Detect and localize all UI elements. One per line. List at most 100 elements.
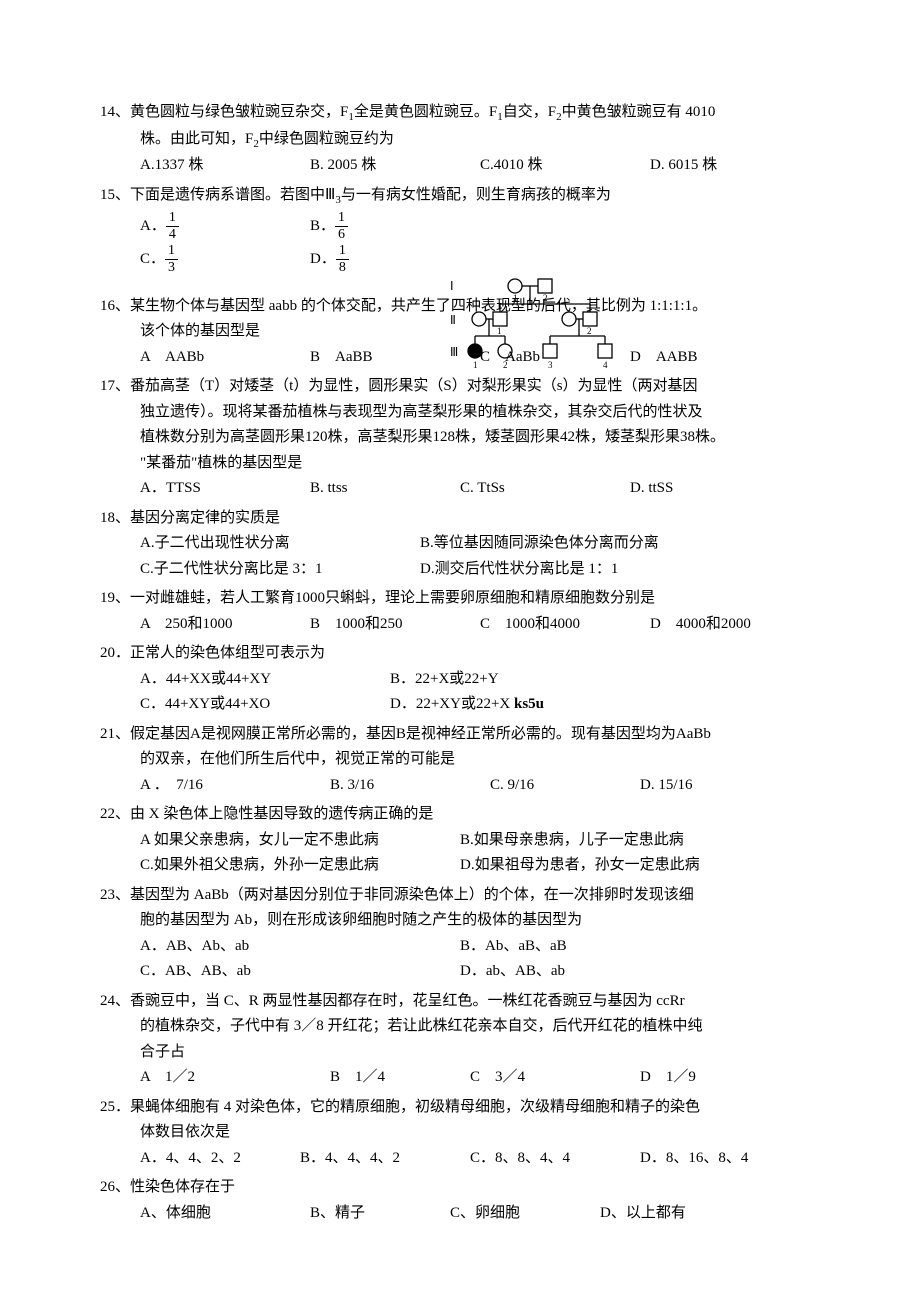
q20-options: A．44+XX或44+XY B．22+X或22+Y C．44+XY或44+XO … <box>100 667 840 718</box>
pedigree-svg: 12 12 12 34 Ⅰ Ⅱ Ⅲ <box>450 274 650 374</box>
q22-optA: A 如果父亲患病，女儿一定不患此病 <box>140 828 460 854</box>
svg-text:1: 1 <box>513 293 518 303</box>
q23-optD: D．ab、AB、ab <box>460 959 565 985</box>
q14-line2: 株。由此可知，F2中绿色圆粒豌豆约为 <box>100 127 840 154</box>
q26-text: 性染色体存在于 <box>130 1179 235 1195</box>
q16-num: 16、 <box>100 298 130 314</box>
q18-options: A.子二代出现性状分离 B.等位基因随同源染色体分离而分离 C.子二代性状分离比… <box>100 531 840 582</box>
q25-optD: D．8、16、8、4 <box>640 1146 748 1172</box>
q21-optA: A ． 7/16 <box>140 773 330 799</box>
q17-line4: "某番茄"植株的基因型是 <box>100 451 840 477</box>
q18-optA: A.子二代出现性状分离 <box>140 531 420 557</box>
q21-optB: B. 3/16 <box>330 773 490 799</box>
q24-options: A 1／2 B 1／4 C 3／4 D 1／9 <box>100 1065 840 1091</box>
question-26: 26、性染色体存在于 A、体细胞 B、精子 C、卵细胞 D、以上都有 <box>100 1175 840 1226</box>
q21-num: 21、 <box>100 726 130 742</box>
question-21: 21、假定基因A是视网膜正常所必需的，基因B是视神经正常所必需的。现有基因型均为… <box>100 722 840 799</box>
q18-optB: B.等位基因随同源染色体分离而分离 <box>420 531 659 557</box>
svg-text:4: 4 <box>603 360 608 370</box>
q20-optC: C．44+XY或44+XO <box>140 692 390 718</box>
q17-optB: B. ttss <box>310 476 460 502</box>
q23-optC: C．AB、AB、ab <box>140 959 460 985</box>
q19-text: 一对雌雄蛙，若人工繁育1000只蝌蚪，理论上需要卵原细胞和精原细胞数分别是 <box>130 590 655 606</box>
q22-options: A 如果父亲患病，女儿一定不患此病 B.如果母亲患病，儿子一定患此病 C.如果外… <box>100 828 840 879</box>
q17-line3: 植株数分别为高茎圆形果120株，高茎梨形果128株，矮茎圆形果42株，矮茎梨形果… <box>100 425 840 451</box>
q15-optD: D．18 <box>310 243 480 276</box>
q15-optA: A．14 <box>140 210 310 243</box>
q24-optA: A 1／2 <box>140 1065 330 1091</box>
q25-optC: C．8、8、4、4 <box>470 1146 640 1172</box>
q25-optA: A．4、4、2、2 <box>140 1146 300 1172</box>
q21-line2: 的双亲，在他们所生后代中，视觉正常的可能是 <box>100 747 840 773</box>
q22-optD: D.如果祖母为患者，孙女一定患此病 <box>460 853 700 879</box>
q19-optA: A 250和1000 <box>140 612 310 638</box>
q14-optD: D. 6015 株 <box>650 153 717 179</box>
q21-optC: C. 9/16 <box>490 773 640 799</box>
q19-optC: C 1000和4000 <box>480 612 650 638</box>
q16-optA: A AABb <box>140 345 310 371</box>
q23-optB: B．Ab、aB、aB <box>460 934 567 960</box>
q26-optD: D、以上都有 <box>600 1201 686 1227</box>
svg-text:2: 2 <box>587 326 592 336</box>
q17-options: A．TTSS B. ttss C. TtSs D. ttSS <box>100 476 840 502</box>
q18-text: 基因分离定律的实质是 <box>130 510 280 526</box>
question-15: 15、下面是遗传病系谱图。若图中Ⅲ3与一有病女性婚配，则生育病孩的概率为 A．1… <box>100 183 840 276</box>
q23-optA: A．AB、Ab、ab <box>140 934 460 960</box>
q25-line2: 体数目依次是 <box>100 1120 840 1146</box>
q17-line2: 独立遗传）。现将某番茄植株与表现型为高茎梨形果的植株杂交，其杂交后代的性状及 <box>100 400 840 426</box>
q14-optB: B. 2005 株 <box>310 153 480 179</box>
q17-optA: A．TTSS <box>140 476 310 502</box>
q24-optD: D 1／9 <box>640 1065 696 1091</box>
q23-options: A．AB、Ab、ab B．Ab、aB、aB C．AB、AB、ab D．ab、AB… <box>100 934 840 985</box>
q25-num: 25． <box>100 1099 130 1115</box>
q26-num: 26、 <box>100 1179 130 1195</box>
svg-text:Ⅲ: Ⅲ <box>450 345 458 359</box>
q25-options: A．4、4、2、2 B．4、4、4、2 C．8、8、4、4 D．8、16、8、4 <box>100 1146 840 1172</box>
q24-optC: C 3／4 <box>470 1065 640 1091</box>
q14-optA: A.1337 株 <box>140 153 310 179</box>
q15-options: A．14 B．16 C．13 D．18 <box>100 210 840 276</box>
q22-text: 由 X 染色体上隐性基因导致的遗传病正确的是 <box>130 806 433 822</box>
q18-optD: D.测交后代性状分离比是 1：1 <box>420 557 618 583</box>
question-25: 25．果蝇体细胞有 4 对染色体，它的精原细胞，初级精母细胞，次级精母细胞和精子… <box>100 1095 840 1172</box>
q19-options: A 250和1000 B 1000和250 C 1000和4000 D 4000… <box>100 612 840 638</box>
q15-optC: C．13 <box>140 243 310 276</box>
q15-stem: 15、下面是遗传病系谱图。若图中Ⅲ3与一有病女性婚配，则生育病孩的概率为 <box>100 183 840 210</box>
question-17: 17、番茄高茎（T）对矮茎（t）为显性，圆形果实（S）对梨形果实（s）为显性（两… <box>100 374 840 502</box>
q17-optD: D. ttSS <box>630 476 673 502</box>
question-24: 24、香豌豆中，当 C、R 两显性基因都存在时，花呈红色。一株红花香豌豆与基因为… <box>100 989 840 1091</box>
question-23: 23、基因型为 AaBb（两对基因分别位于非同源染色体上）的个体，在一次排卵时发… <box>100 883 840 985</box>
pedigree-diagram: 12 12 12 34 Ⅰ Ⅱ Ⅲ <box>450 274 650 384</box>
svg-text:1: 1 <box>473 360 478 370</box>
q14-optC: C.4010 株 <box>480 153 650 179</box>
q23-line2: 胞的基因型为 Ab，则在形成该卵细胞时随之产生的极体的基因型为 <box>100 908 840 934</box>
q15-optB: B．16 <box>310 210 480 243</box>
question-14: 14、黄色圆粒与绿色皱粒豌豆杂交，F1全是黄色圆粒豌豆。F1自交，F2中黄色皱粒… <box>100 100 840 179</box>
q24-line3: 合子占 <box>100 1040 840 1066</box>
q21-text: 假定基因A是视网膜正常所必需的，基因B是视神经正常所必需的。现有基因型均为AaB… <box>130 726 711 742</box>
q24-line2: 的植株杂交，子代中有 3／8 开红花；若让此株红花亲本自交，后代开红花的植株中纯 <box>100 1014 840 1040</box>
q26-optC: C、卵细胞 <box>450 1201 600 1227</box>
q26-optB: B、精子 <box>310 1201 450 1227</box>
q14-stem: 14、黄色圆粒与绿色皱粒豌豆杂交，F1全是黄色圆粒豌豆。F1自交，F2中黄色皱粒… <box>100 100 840 127</box>
q15-num: 15、 <box>100 187 130 203</box>
question-22: 22、由 X 染色体上隐性基因导致的遗传病正确的是 A 如果父亲患病，女儿一定不… <box>100 802 840 879</box>
q26-optA: A、体细胞 <box>140 1201 310 1227</box>
q25-optB: B．4、4、4、2 <box>300 1146 470 1172</box>
q20-optA: A．44+XX或44+XY <box>140 667 390 693</box>
q21-options: A ． 7/16 B. 3/16 C. 9/16 D. 15/16 <box>100 773 840 799</box>
q20-optB: B．22+X或22+Y <box>390 667 499 693</box>
q19-num: 19、 <box>100 590 130 606</box>
q24-optB: B 1／4 <box>330 1065 470 1091</box>
q22-num: 22、 <box>100 806 130 822</box>
q20-text: 正常人的染色体组型可表示为 <box>130 645 325 661</box>
q24-num: 24、 <box>100 993 130 1009</box>
q18-num: 18、 <box>100 510 130 526</box>
q17-optC: C. TtSs <box>460 476 630 502</box>
q26-options: A、体细胞 B、精子 C、卵细胞 D、以上都有 <box>100 1201 840 1227</box>
q22-optB: B.如果母亲患病，儿子一定患此病 <box>460 828 684 854</box>
question-19: 19、一对雌雄蛙，若人工繁育1000只蝌蚪，理论上需要卵原细胞和精原细胞数分别是… <box>100 586 840 637</box>
q21-optD: D. 15/16 <box>640 773 693 799</box>
svg-text:3: 3 <box>548 360 553 370</box>
q19-optB: B 1000和250 <box>310 612 480 638</box>
